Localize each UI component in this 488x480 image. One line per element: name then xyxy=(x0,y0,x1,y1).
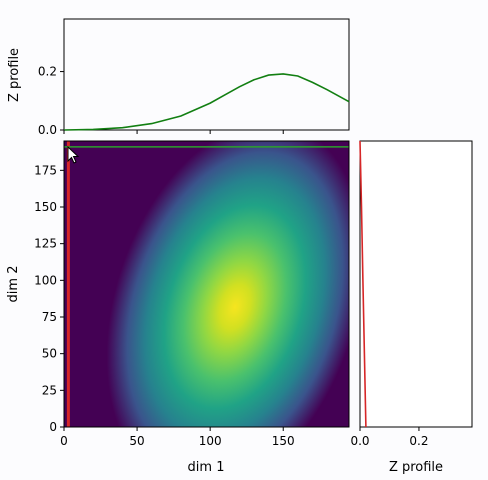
mouse-pointer-icon xyxy=(67,145,80,164)
top-y-ticks: 0.0 0.2 xyxy=(38,65,64,137)
main-x-tick-label: 0 xyxy=(60,434,68,448)
main-y-axis-label: dim 2 xyxy=(6,266,21,303)
heatmap-image[interactable] xyxy=(64,141,349,427)
main-y-tick-label: 175 xyxy=(34,163,57,177)
main-y-tick-label: 50 xyxy=(42,347,57,361)
main-x-tick-label: 150 xyxy=(272,434,295,448)
main-x-tick-label: 100 xyxy=(199,434,222,448)
main-y-tick-label: 100 xyxy=(34,273,57,287)
right-x-tick-label: 0.0 xyxy=(350,434,369,448)
main-y-tick-label: 150 xyxy=(34,200,57,214)
main-heatmap-panel[interactable]: 0 50 100 150 0 25 50 75 100 125 150 175 dim 1 dim … xyxy=(6,140,350,475)
main-x-axis-label: dim 1 xyxy=(188,460,225,475)
right-panel-frame xyxy=(359,140,473,428)
main-y-tick-label: 25 xyxy=(42,383,57,397)
right-x-tick-label: 0.2 xyxy=(409,434,428,448)
main-y-tick-label: 125 xyxy=(34,237,57,251)
top-y-tick-label: 0.0 xyxy=(38,123,57,137)
main-panel-frame xyxy=(63,140,350,428)
top-x-ticks xyxy=(63,130,284,134)
top-y-tick-label: 0.2 xyxy=(38,65,57,79)
right-panel-background xyxy=(360,141,472,427)
main-y-tick-label: 0 xyxy=(49,420,57,434)
right-x-axis-label: Z profile xyxy=(389,460,443,475)
main-y-ticks: 0 25 50 75 100 125 150 175 xyxy=(34,163,64,434)
main-x-tick-label: 50 xyxy=(129,434,144,448)
top-y-axis-label: Z profile xyxy=(7,48,22,102)
main-x-ticks: 0 50 100 150 xyxy=(60,427,295,448)
top-panel-frame xyxy=(63,18,350,131)
top-profile-line xyxy=(63,73,350,131)
main-y-tick-label: 75 xyxy=(42,310,57,324)
right-profile-line xyxy=(359,140,367,428)
right-x-ticks: 0.0 0.2 xyxy=(350,427,428,448)
top-profile-panel: 0.0 0.2 Z profile xyxy=(7,18,350,137)
right-profile-panel: 0.0 0.2 Z profile xyxy=(350,140,473,475)
